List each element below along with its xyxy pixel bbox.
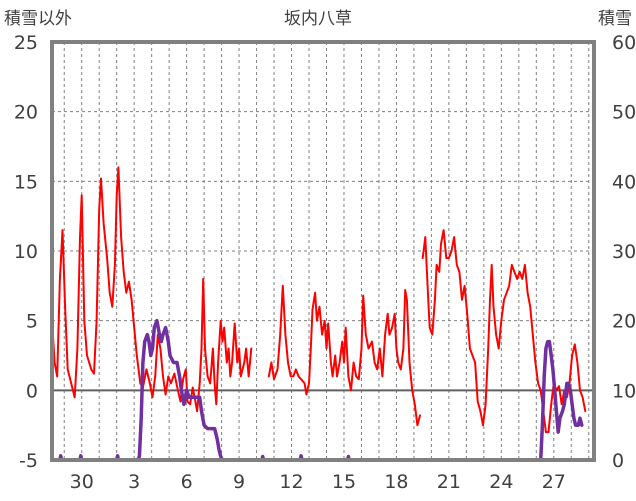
x-tick-label: 18 xyxy=(384,471,408,493)
x-tick-label: 6 xyxy=(181,471,193,493)
y-left-tick-label: 15 xyxy=(14,171,38,193)
y-left-tick-label: -5 xyxy=(19,450,38,472)
gridlines xyxy=(52,41,594,461)
series-line-4 xyxy=(50,318,584,462)
chart-title: 坂内八草 xyxy=(284,9,352,29)
left-axis-title: 積雪以外 xyxy=(4,9,72,29)
x-tick-label: 27 xyxy=(542,471,566,493)
x-tick-label: 30 xyxy=(70,471,94,493)
x-tick-label: 12 xyxy=(279,471,303,493)
plot-frame xyxy=(50,40,596,462)
y-right-tick-label: 60 xyxy=(612,32,636,54)
x-tick-label: 9 xyxy=(233,471,245,493)
y-left-tick-label: 20 xyxy=(14,102,38,124)
series-line-3 xyxy=(421,229,587,434)
y-right-tick-label: 50 xyxy=(612,102,636,124)
y-left-tick-label: 5 xyxy=(26,311,38,333)
y-right-tick-label: 30 xyxy=(612,241,636,263)
series-line-1 xyxy=(51,166,253,413)
x-tick-label: 21 xyxy=(437,471,461,493)
y-left-tick-label: 25 xyxy=(14,32,38,54)
plot-border xyxy=(50,40,596,462)
y-right-tick-label: 0 xyxy=(612,450,624,472)
right-axis-title: 積雪 xyxy=(598,9,632,29)
y-right-tick-label: 10 xyxy=(612,380,636,402)
y-left-tick-label: 10 xyxy=(14,241,38,263)
series-line-2 xyxy=(267,284,421,427)
y-right-tick-label: 40 xyxy=(612,171,636,193)
x-tick-label: 24 xyxy=(489,471,513,493)
x-tick-label: 15 xyxy=(332,471,356,493)
series-group xyxy=(50,166,587,462)
y-left-tick-label: 0 xyxy=(26,380,38,402)
x-tick-label: 3 xyxy=(128,471,140,493)
y-right-tick-label: 20 xyxy=(612,311,636,333)
